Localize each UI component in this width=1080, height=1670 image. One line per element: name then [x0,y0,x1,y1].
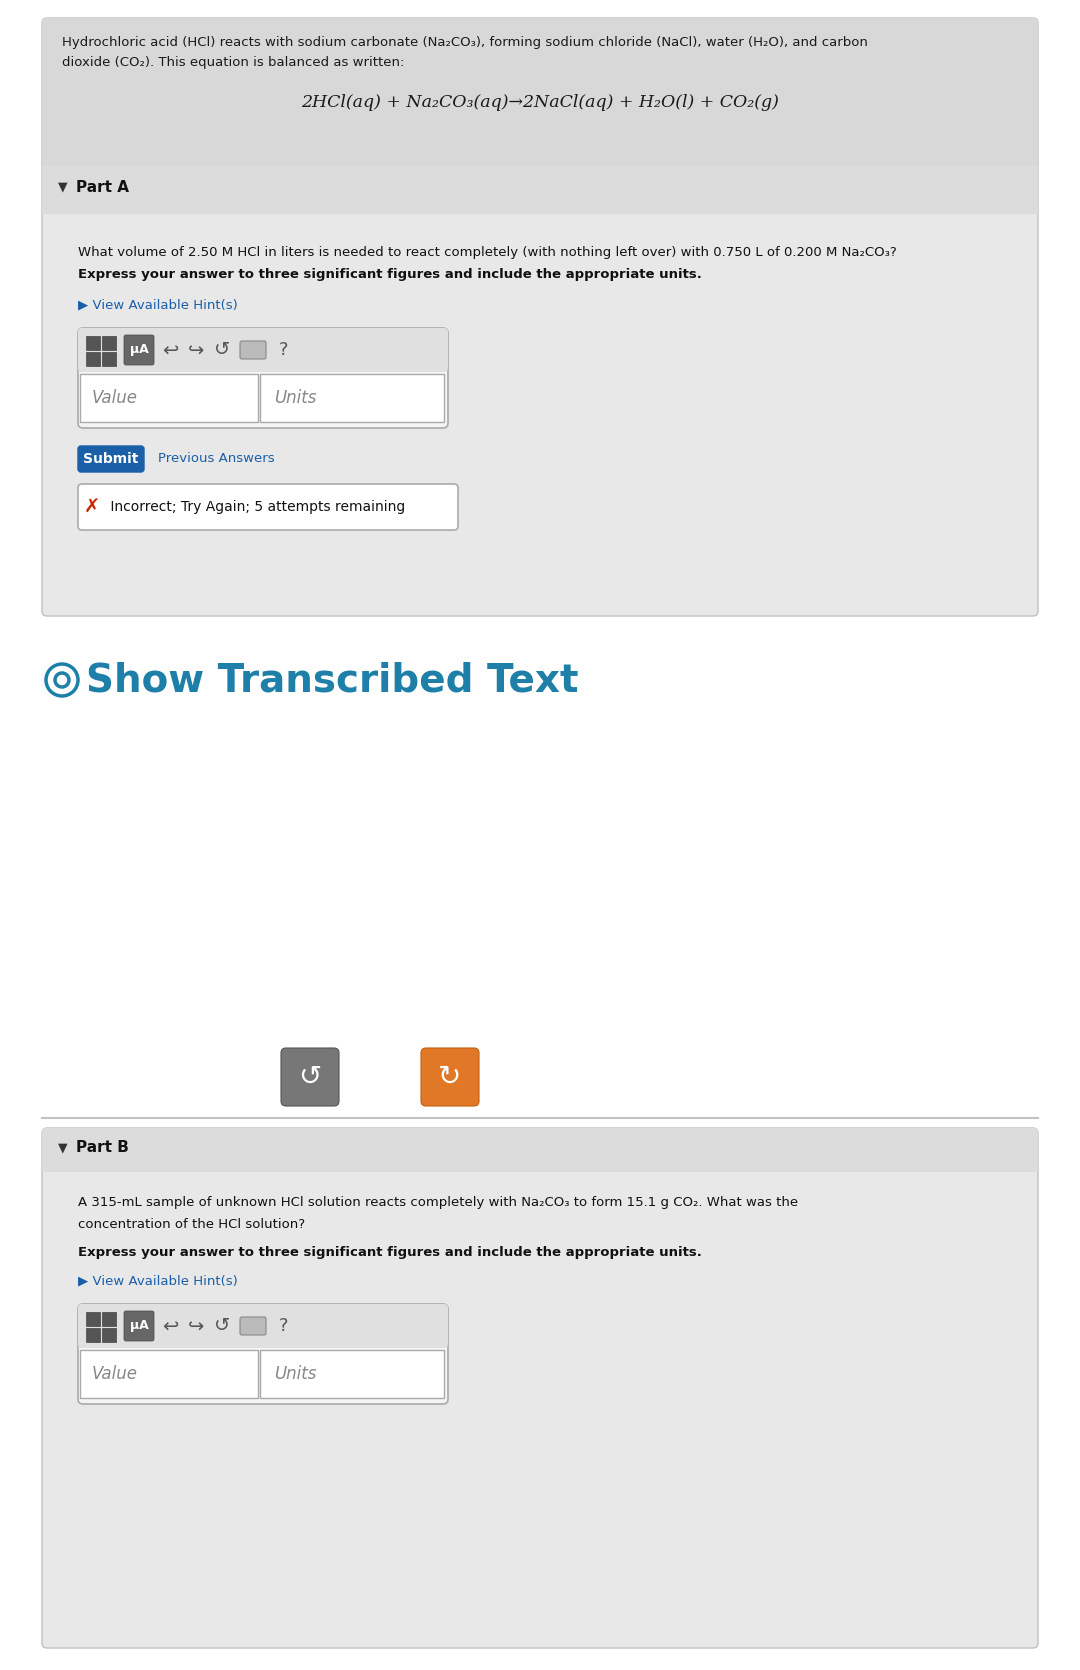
FancyBboxPatch shape [78,484,458,529]
FancyBboxPatch shape [78,446,144,473]
Bar [86,352,100,366]
FancyBboxPatch shape [240,1318,266,1334]
FancyBboxPatch shape [42,1127,1038,1648]
Text: Express your answer to three significant figures and include the appropriate uni: Express your answer to three significant… [78,1246,702,1259]
Text: ↺: ↺ [214,1316,230,1336]
FancyBboxPatch shape [421,1049,480,1106]
Text: Hydrochloric acid (HCl) reacts with sodium carbonate (Na₂CO₃), forming sodium ch: Hydrochloric acid (HCl) reacts with sodi… [62,37,868,48]
Text: Units: Units [274,1364,316,1383]
FancyBboxPatch shape [42,18,1038,616]
Bar [102,1313,116,1326]
Text: Part A: Part A [76,180,129,195]
Bar [80,1349,258,1398]
Bar [102,336,116,351]
FancyBboxPatch shape [281,1049,339,1106]
FancyBboxPatch shape [42,1127,1038,1172]
Bar [86,1313,100,1326]
Text: ↺: ↺ [298,1064,322,1091]
FancyBboxPatch shape [78,327,448,372]
Bar [42,165,1038,214]
FancyBboxPatch shape [240,341,266,359]
Bar [80,374,258,423]
Text: ?: ? [279,341,287,359]
Text: dioxide (CO₂). This equation is balanced as written:: dioxide (CO₂). This equation is balanced… [62,57,404,68]
Text: Express your answer to three significant figures and include the appropriate uni: Express your answer to three significant… [78,267,702,281]
Text: μA: μA [130,344,148,356]
FancyBboxPatch shape [78,1304,448,1404]
FancyBboxPatch shape [42,18,1038,165]
Text: ▼: ▼ [58,180,68,194]
FancyBboxPatch shape [124,336,154,366]
Text: ↩: ↩ [162,341,178,359]
Bar [260,1349,444,1398]
Text: Units: Units [274,389,316,407]
Bar [102,352,116,366]
Text: ▶ View Available Hint(s): ▶ View Available Hint(s) [78,297,238,311]
Bar [86,336,100,351]
Text: A 315-mL sample of unknown HCl solution reacts completely with Na₂CO₃ to form 15: A 315-mL sample of unknown HCl solution … [78,1196,798,1209]
Text: ▶ View Available Hint(s): ▶ View Available Hint(s) [78,1274,238,1288]
Bar [102,1328,116,1343]
FancyBboxPatch shape [78,327,448,428]
Text: ↩: ↩ [162,1316,178,1336]
Text: Value: Value [92,389,138,407]
Text: Part B: Part B [76,1141,129,1156]
FancyBboxPatch shape [78,1304,448,1348]
Text: 2HCl(aq) + Na₂CO₃(aq)→2NaCl(aq) + H₂O(l) + CO₂(g): 2HCl(aq) + Na₂CO₃(aq)→2NaCl(aq) + H₂O(l)… [301,94,779,110]
Text: ↻: ↻ [438,1064,461,1091]
Text: Incorrect; Try Again; 5 attempts remaining: Incorrect; Try Again; 5 attempts remaini… [106,499,405,514]
Text: Previous Answers: Previous Answers [158,453,274,466]
Text: ▼: ▼ [58,1141,68,1154]
FancyBboxPatch shape [124,1311,154,1341]
Text: ↪: ↪ [188,1316,204,1336]
Text: Show Transcribed Text: Show Transcribed Text [86,661,579,700]
Text: ✗: ✗ [84,498,100,516]
Text: Value: Value [92,1364,138,1383]
Text: Submit: Submit [83,453,138,466]
Text: concentration of the HCl solution?: concentration of the HCl solution? [78,1217,306,1231]
Text: ↪: ↪ [188,341,204,359]
Text: ?: ? [279,1318,287,1334]
Text: ↺: ↺ [214,341,230,359]
Text: μA: μA [130,1319,148,1333]
Text: What volume of 2.50 M HCl in liters is needed to react completely (with nothing : What volume of 2.50 M HCl in liters is n… [78,245,896,259]
Bar [86,1328,100,1343]
Bar [260,374,444,423]
